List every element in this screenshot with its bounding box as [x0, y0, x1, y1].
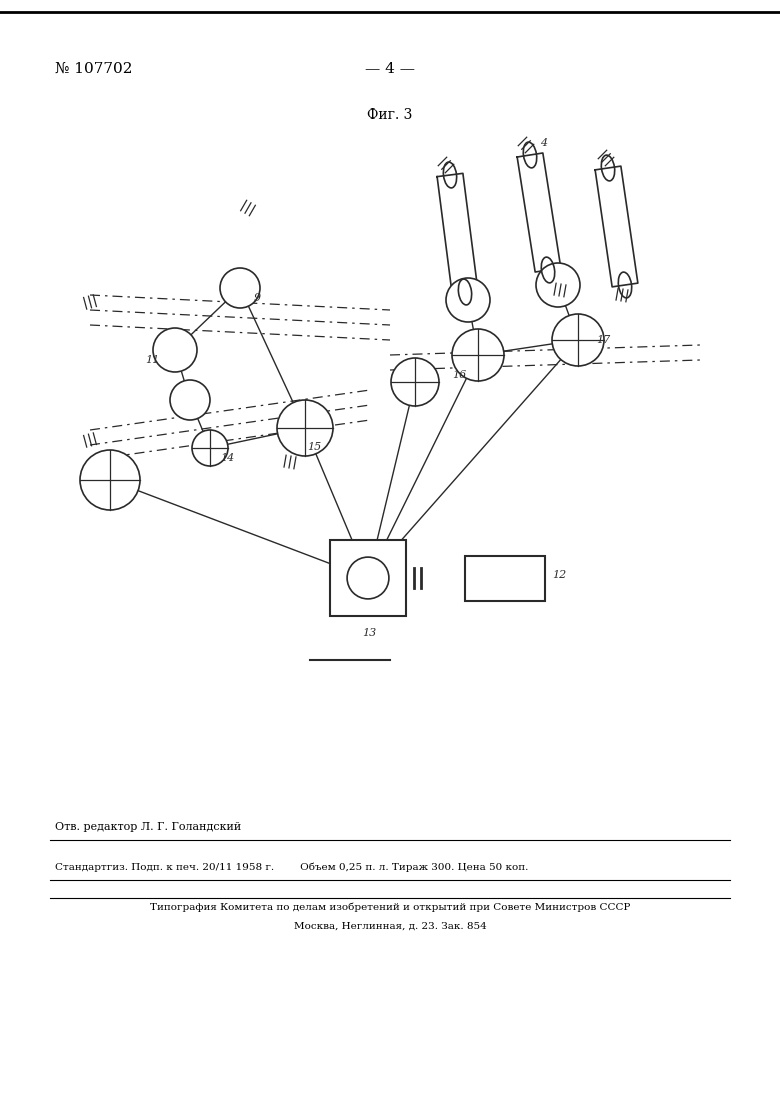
Circle shape — [347, 557, 389, 599]
Text: Фиг. 3: Фиг. 3 — [367, 108, 413, 122]
Text: 14: 14 — [220, 453, 234, 463]
Circle shape — [277, 400, 333, 456]
Text: 13: 13 — [362, 628, 376, 638]
Text: — 4 —: — 4 — — [365, 62, 415, 76]
Text: 9: 9 — [254, 293, 261, 303]
Text: 11: 11 — [145, 355, 159, 365]
Circle shape — [536, 263, 580, 307]
Circle shape — [446, 278, 490, 322]
Circle shape — [80, 450, 140, 510]
Circle shape — [452, 329, 504, 381]
Text: 16: 16 — [452, 370, 466, 381]
Circle shape — [192, 430, 228, 465]
Polygon shape — [437, 173, 478, 293]
Text: 4: 4 — [540, 138, 547, 148]
Text: Отв. редактор Л. Г. Голандский: Отв. редактор Л. Г. Голандский — [55, 822, 241, 832]
Text: 12: 12 — [552, 570, 566, 580]
Circle shape — [153, 328, 197, 372]
Circle shape — [391, 358, 439, 406]
Text: 17: 17 — [596, 335, 610, 345]
Text: № 107702: № 107702 — [55, 62, 133, 76]
Text: Типография Комитета по делам изобретений и открытий при Совете Министров СССР: Типография Комитета по делам изобретений… — [150, 902, 630, 911]
Bar — [465, 556, 545, 600]
Polygon shape — [595, 167, 638, 287]
Circle shape — [220, 268, 260, 308]
Text: Стандартгиз. Подп. к печ. 20/11 1958 г.        Объем 0,25 п. л. Тираж 300. Цена : Стандартгиз. Подп. к печ. 20/11 1958 г. … — [55, 863, 528, 871]
Circle shape — [552, 314, 604, 366]
Circle shape — [170, 381, 210, 420]
Bar — [330, 540, 406, 615]
Text: 15: 15 — [307, 442, 321, 452]
Text: Москва, Неглинная, д. 23. Зак. 854: Москва, Неглинная, д. 23. Зак. 854 — [293, 922, 487, 931]
Polygon shape — [517, 153, 561, 272]
